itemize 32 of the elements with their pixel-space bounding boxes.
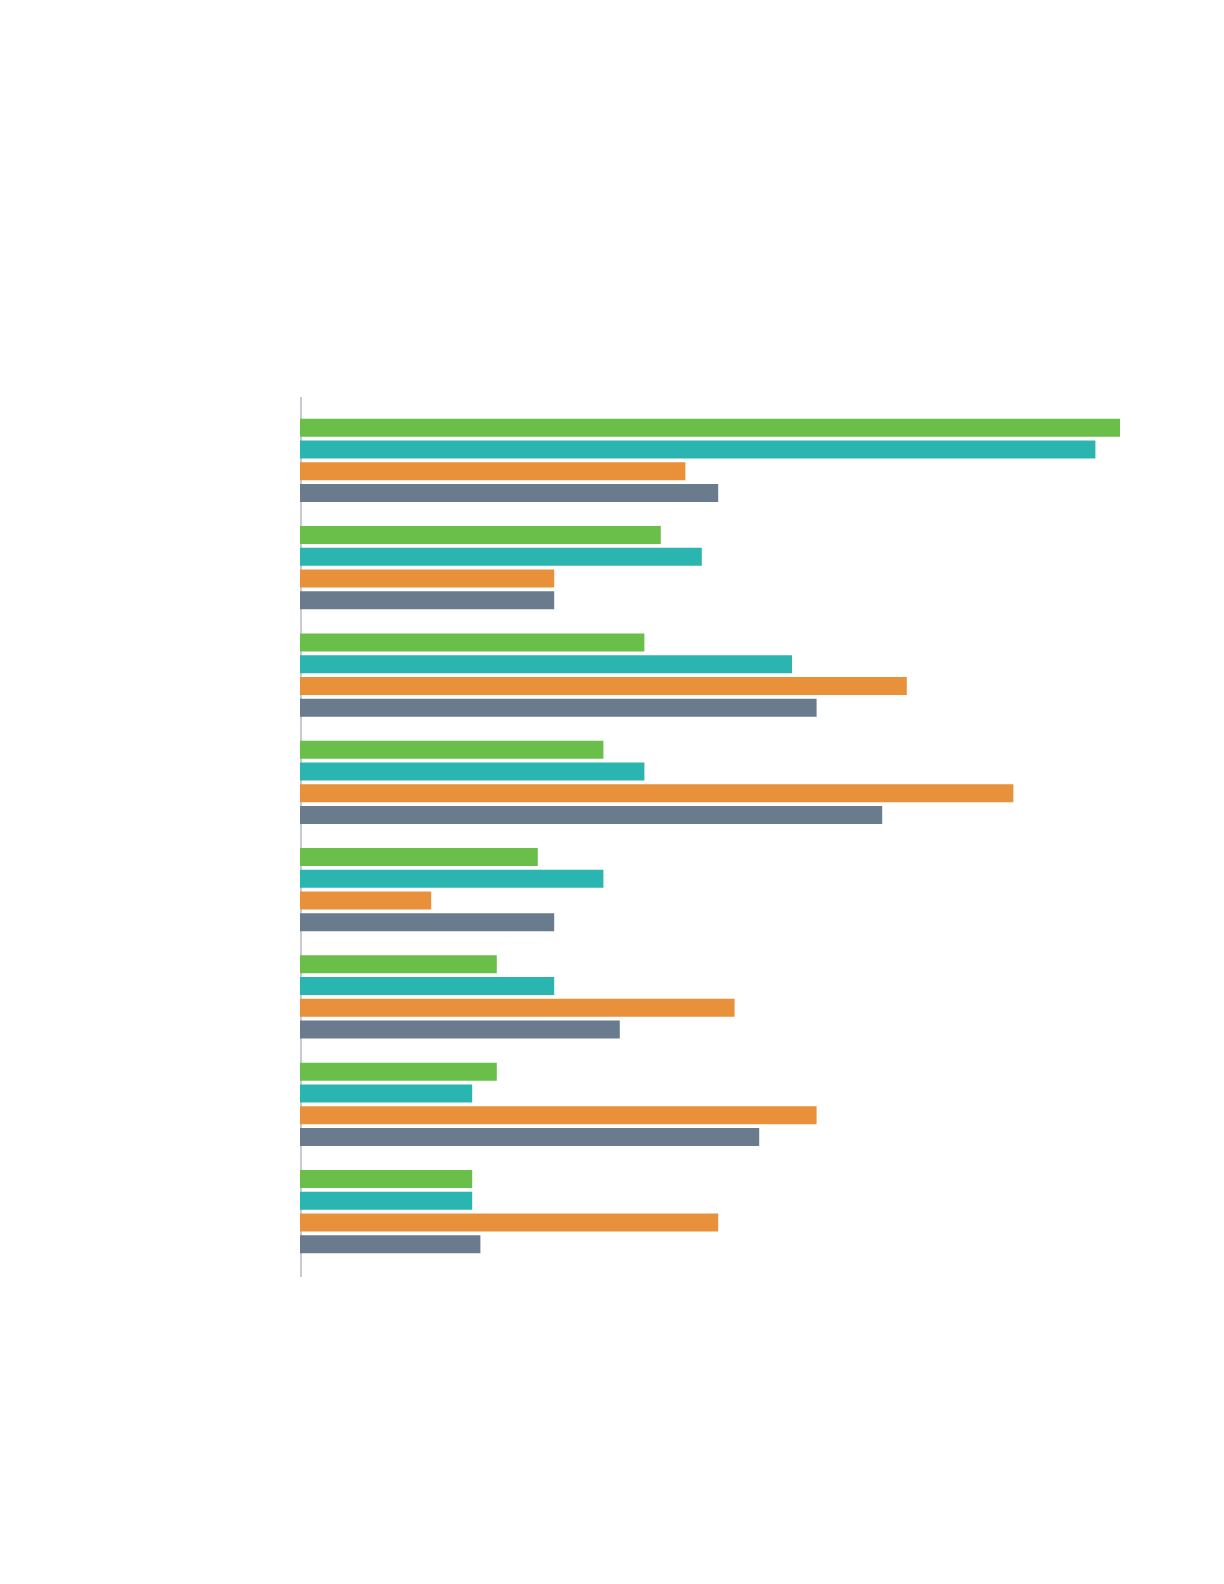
- bar: [300, 784, 1014, 803]
- bar: [300, 698, 817, 717]
- bar: [300, 998, 735, 1017]
- bar: [300, 869, 604, 888]
- bar: [300, 977, 555, 996]
- bar: [300, 1020, 620, 1039]
- bar: [300, 805, 883, 824]
- bar: [300, 1127, 760, 1146]
- bar: [300, 913, 555, 932]
- bar: [300, 655, 792, 674]
- bar: [300, 633, 645, 652]
- bar: [300, 848, 538, 867]
- bar: [300, 740, 604, 759]
- bar: [300, 547, 702, 566]
- bar: [300, 569, 555, 588]
- bar: [300, 676, 907, 695]
- bar: [300, 526, 661, 545]
- bar: [300, 462, 686, 481]
- bar: [300, 440, 1096, 459]
- bar: [300, 1084, 473, 1103]
- bar: [300, 891, 432, 910]
- bar: [300, 955, 497, 974]
- bar: [300, 591, 555, 610]
- bar: [300, 1213, 719, 1232]
- bar: [300, 1191, 473, 1210]
- bar: [300, 1170, 473, 1189]
- bar: [300, 1062, 497, 1081]
- bar: [300, 1235, 481, 1254]
- bar: [300, 483, 719, 502]
- bar: [300, 1106, 817, 1125]
- bar: [300, 418, 1120, 437]
- bar: [300, 762, 645, 781]
